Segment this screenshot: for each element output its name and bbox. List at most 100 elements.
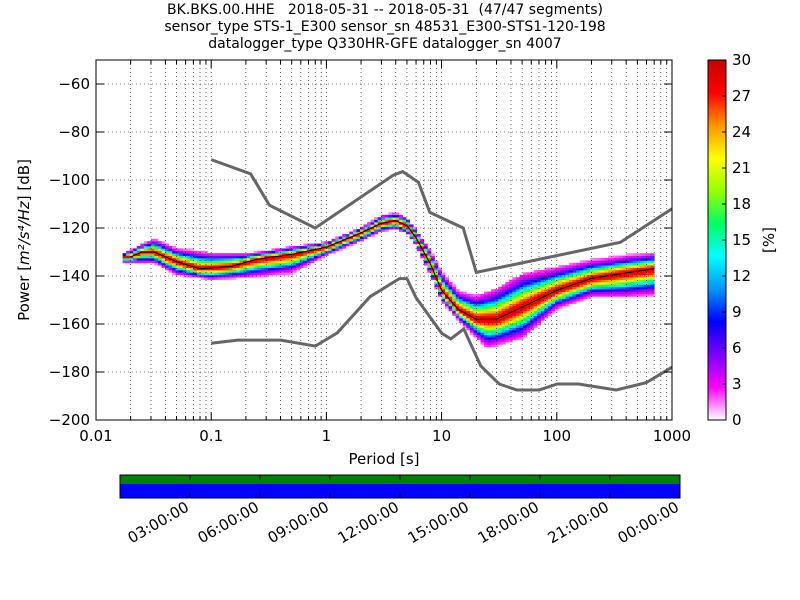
psd-cell: [126, 258, 131, 261]
psd-cell: [484, 313, 488, 316]
psd-cell: [427, 255, 432, 259]
psd-cell: [349, 234, 354, 237]
psd-cell: [473, 322, 478, 326]
psd-cell: [462, 306, 467, 309]
psd-cell: [576, 270, 581, 273]
psd-cell: [537, 320, 542, 324]
title-line-datalogger: datalogger_type Q330HR-GFE datalogger_sn…: [208, 36, 562, 52]
psd-cell: [498, 313, 503, 316]
availability-time-label: 15:00:00: [405, 498, 472, 547]
psd-cell: [611, 267, 616, 271]
psd-cell: [448, 306, 453, 309]
psd-cell: [530, 327, 535, 331]
psd-cell: [391, 224, 396, 228]
psd-cell: [533, 306, 538, 309]
psd-cell: [437, 272, 442, 276]
psd-cell: [172, 258, 177, 261]
psd-cell: [569, 289, 574, 292]
psd-cell: [523, 296, 527, 300]
psd-cell: [622, 279, 627, 283]
psd-cell: [235, 274, 240, 278]
psd-cell: [487, 310, 492, 314]
psd-cell: [455, 296, 460, 300]
psd-cell: [406, 219, 411, 223]
psd-cell: [484, 334, 488, 338]
psd-cell: [384, 229, 389, 232]
psd-cell: [331, 238, 336, 242]
psd-cell: [459, 296, 464, 300]
psd-cell: [632, 291, 637, 295]
psd-cell: [533, 301, 538, 304]
psd-cell: [239, 253, 244, 256]
psd-cell: [349, 243, 354, 247]
psd-cell: [501, 289, 506, 292]
psd-cell: [611, 291, 616, 295]
psd-cell: [593, 274, 598, 278]
psd-cell: [505, 315, 510, 319]
psd-cell: [650, 282, 655, 285]
psd-cell: [402, 229, 407, 232]
psd-cell: [551, 277, 556, 280]
psd-cell: [565, 303, 570, 307]
psd-cell: [484, 301, 488, 304]
psd-cell: [608, 272, 613, 276]
psd-cell: [370, 219, 375, 223]
psd-cell: [423, 248, 428, 252]
psd-cell: [501, 284, 506, 288]
psd-cell: [491, 310, 496, 314]
psd-cell: [523, 315, 527, 319]
psd-cell: [186, 260, 191, 264]
psd-cell: [462, 301, 467, 304]
psd-cell: [565, 289, 570, 292]
psd-cell: [572, 298, 577, 302]
psd-cell: [484, 344, 488, 348]
psd-cell: [562, 270, 566, 273]
psd-cell: [484, 306, 488, 309]
psd-cell: [303, 262, 308, 266]
psd-cell: [639, 262, 644, 266]
psd-cell: [505, 286, 510, 290]
psd-cell: [239, 258, 244, 261]
psd-cell: [150, 260, 155, 264]
psd-cell: [189, 255, 194, 259]
psd-cell: [600, 267, 605, 271]
psd-cell: [289, 258, 294, 261]
psd-cell: [469, 303, 474, 307]
psd-cell: [622, 262, 627, 266]
psd-cell: [345, 236, 350, 240]
psd-cell: [650, 260, 655, 264]
psd-cell: [235, 255, 240, 259]
psd-cell: [211, 260, 216, 264]
psd-cell: [629, 284, 634, 288]
psd-cell: [296, 265, 301, 268]
psd-cell: [590, 272, 595, 276]
psd-cell: [512, 291, 517, 295]
psd-cell: [632, 284, 637, 288]
psd-cell: [427, 270, 432, 273]
psd-cell: [639, 255, 644, 259]
psd-cell: [420, 250, 425, 254]
psd-cell: [569, 279, 574, 283]
psd-cell: [597, 284, 602, 288]
psd-cell: [583, 265, 588, 268]
psd-cell: [437, 291, 442, 295]
psd-cell: [473, 308, 478, 312]
psd-cell: [618, 277, 623, 280]
psd-cell: [480, 296, 485, 300]
psd-cell: [519, 286, 524, 290]
psd-cell: [395, 224, 400, 228]
psd-cell: [615, 258, 620, 261]
psd-cell: [150, 248, 155, 252]
psd-cell: [515, 306, 520, 309]
psd-cell: [544, 272, 549, 276]
psd-cell: [625, 279, 630, 283]
psd-cell: [579, 284, 584, 288]
psd-cell: [498, 294, 503, 297]
colorbar-tick-label: 21: [732, 159, 751, 177]
psd-cell: [274, 250, 279, 254]
psd-cell: [441, 274, 446, 278]
psd-cell: [476, 325, 481, 328]
psd-cell: [257, 262, 262, 266]
psd-cell: [480, 342, 485, 345]
psd-cell: [434, 284, 439, 288]
